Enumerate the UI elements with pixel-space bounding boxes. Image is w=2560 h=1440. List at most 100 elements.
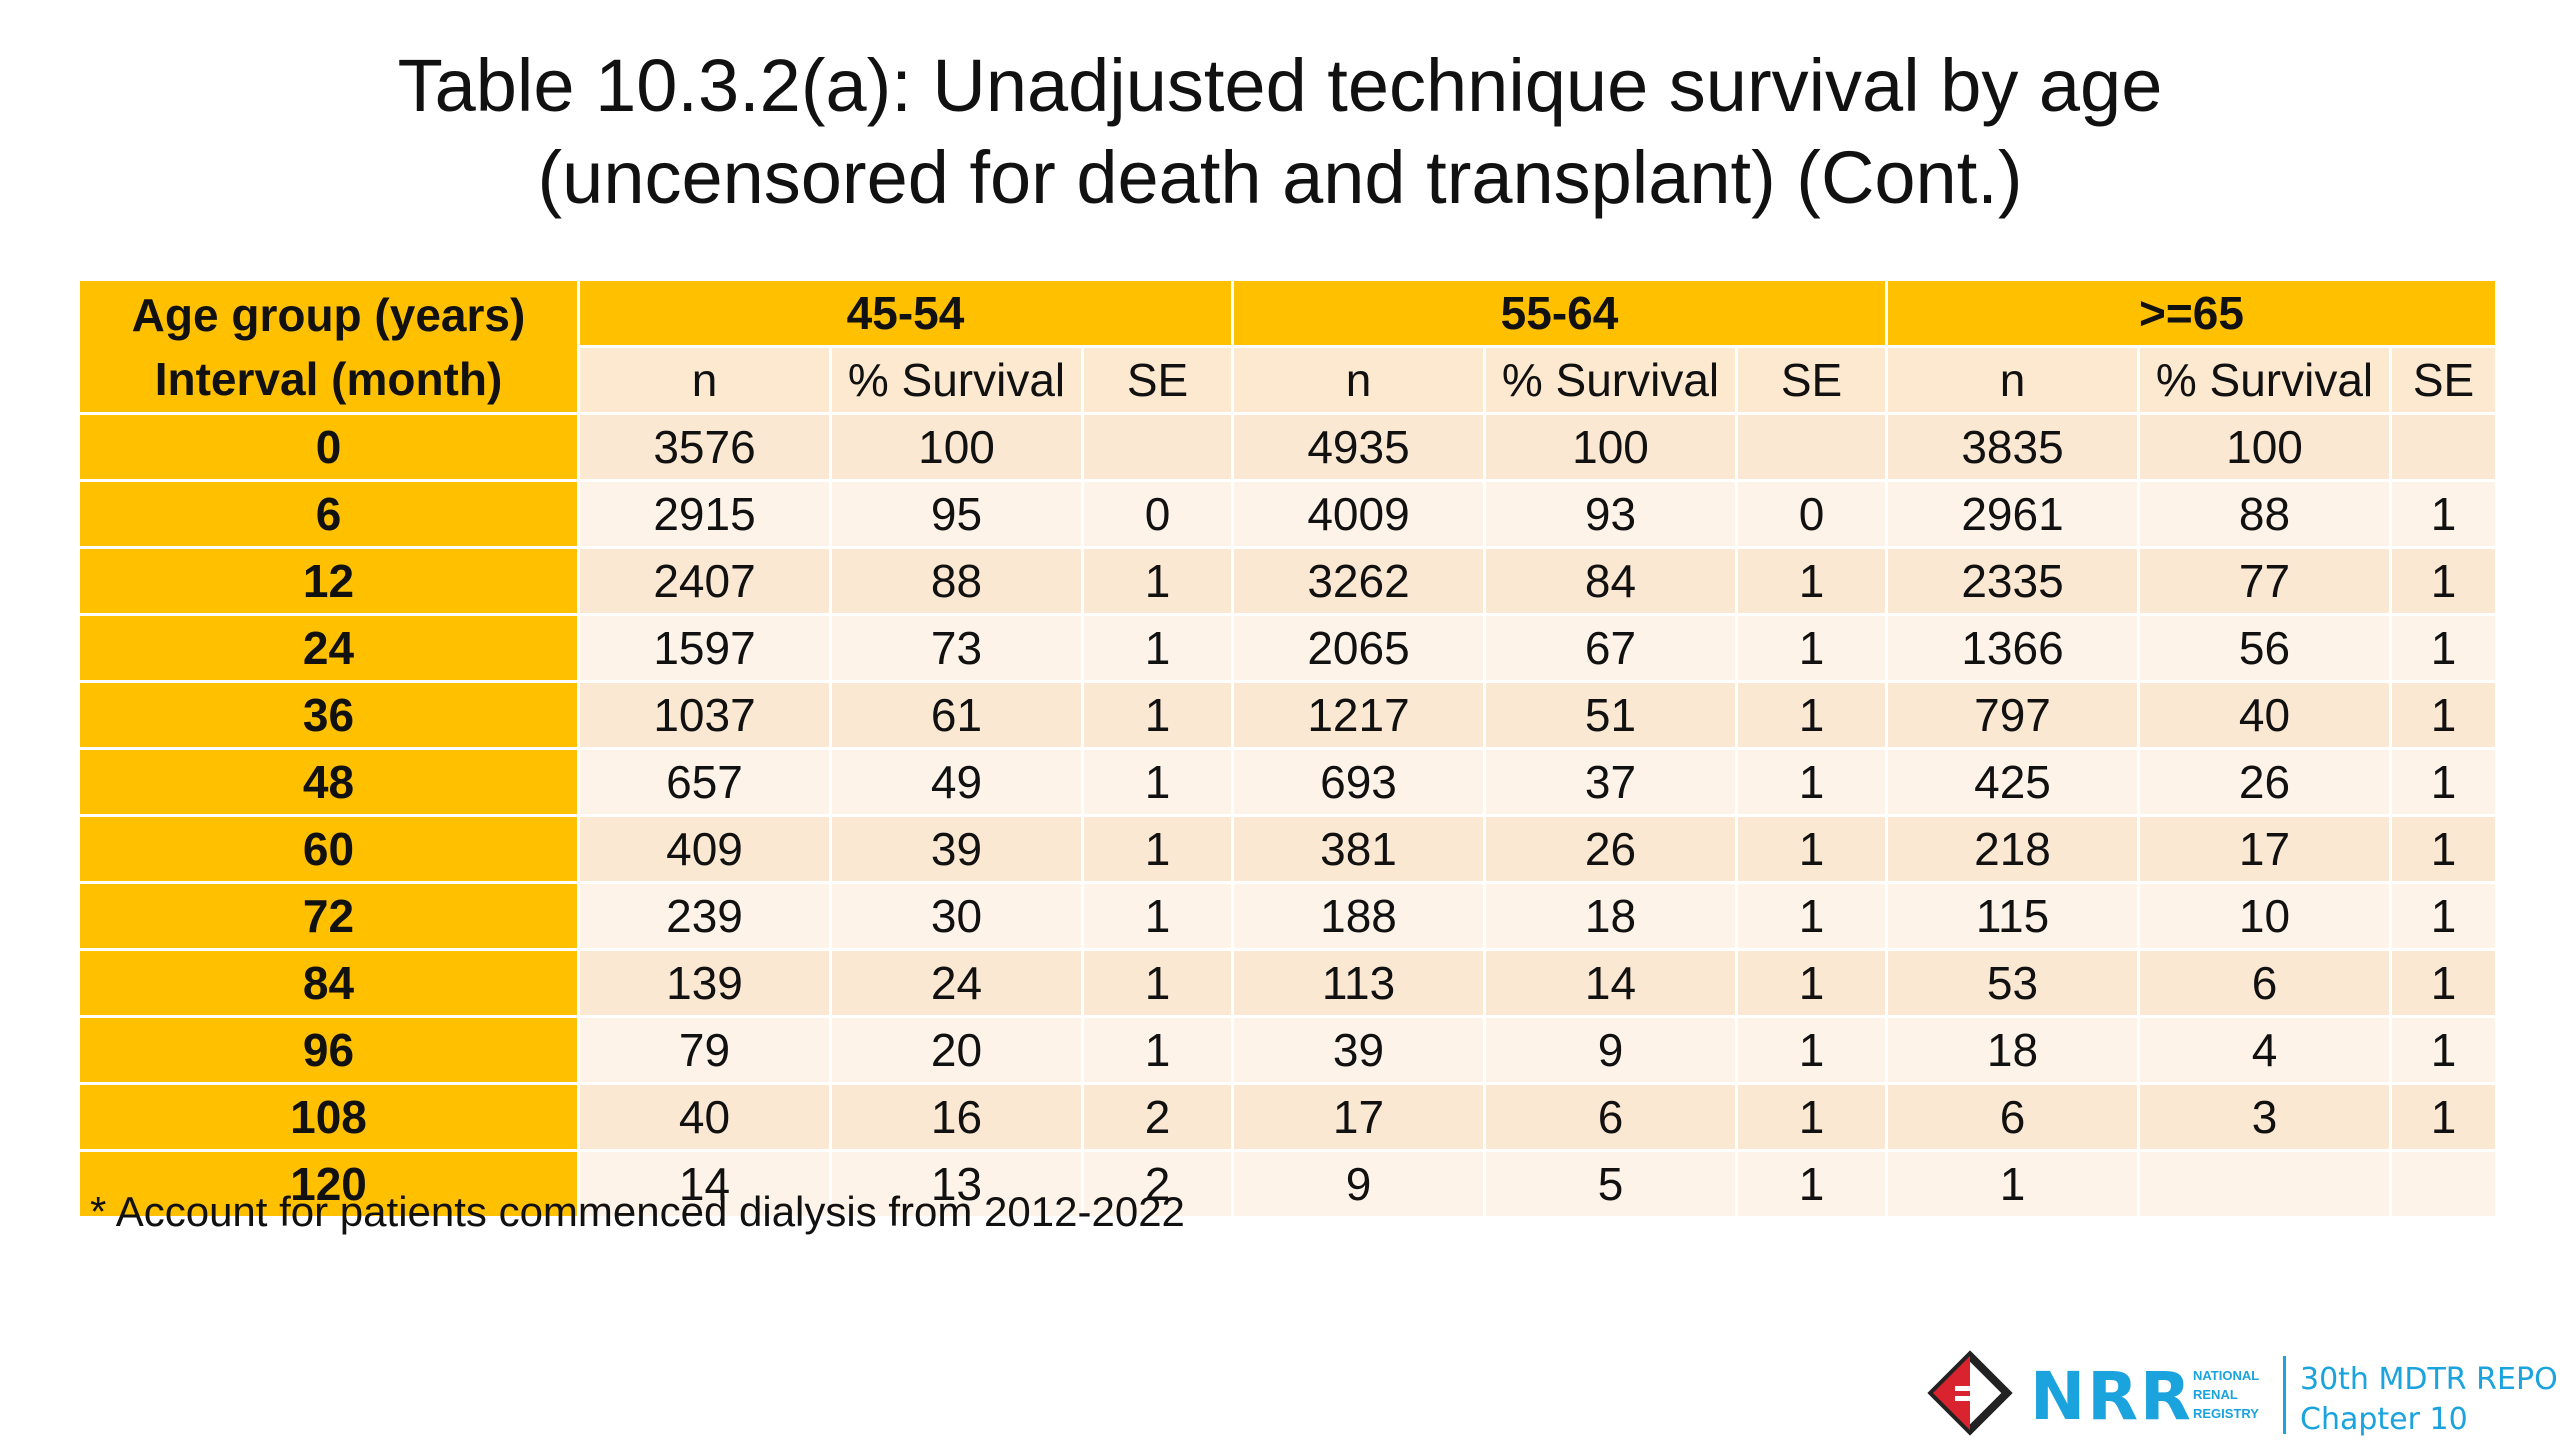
cell-se: 1	[1081, 881, 1234, 951]
cell-se: 2	[1081, 1082, 1234, 1152]
report-title: 30th MDTR REPORT 2022	[2300, 1362, 2560, 1397]
title-line-2: (uncensored for death and transplant) (C…	[537, 136, 2023, 219]
cell-survival	[2137, 1149, 2392, 1219]
group-header-45-54: 45-54	[577, 278, 1234, 348]
cell-se: 1	[1735, 881, 1888, 951]
cell-n: 79	[577, 1015, 832, 1085]
cell-se: 1	[2389, 1082, 2498, 1152]
subheader-se: SE	[2389, 345, 2498, 415]
cell-se: 0	[1735, 479, 1888, 549]
cell-n: 3262	[1231, 546, 1486, 616]
cell-n: 2961	[1885, 479, 2140, 549]
cell-se: 1	[1081, 1015, 1234, 1085]
cell-n: 425	[1885, 747, 2140, 817]
group-header-65-plus: >=65	[1885, 278, 2498, 348]
cell-n: 14	[577, 1149, 832, 1219]
cell-n: 4009	[1231, 479, 1486, 549]
subheader-survival: % Survival	[1483, 345, 1738, 415]
cell-survival: 40	[2137, 680, 2392, 750]
cell-survival: 100	[2137, 412, 2392, 482]
logo-subtext-line: NATIONAL	[2193, 1368, 2260, 1383]
cell-se: 1	[1081, 747, 1234, 817]
cell-survival: 84	[1483, 546, 1738, 616]
cell-survival: 61	[829, 680, 1084, 750]
cell-survival: 20	[829, 1015, 1084, 1085]
cell-se: 1	[2389, 948, 2498, 1018]
survival-table: Age group (years) Interval (month) 45-54…	[77, 278, 2498, 1219]
subheader-survival: % Survival	[2137, 345, 2392, 415]
cell-n: 381	[1231, 814, 1486, 884]
interval-cell: 96	[77, 1015, 580, 1085]
cell-survival: 24	[829, 948, 1084, 1018]
cell-n: 1366	[1885, 613, 2140, 683]
cell-survival: 49	[829, 747, 1084, 817]
cell-se: 1	[1735, 1015, 1888, 1085]
cell-se: 1	[2389, 747, 2498, 817]
cell-se: 1	[1735, 814, 1888, 884]
cell-se: 1	[1735, 1149, 1888, 1219]
cell-se: 2	[1081, 1149, 1234, 1219]
cell-survival: 6	[2137, 948, 2392, 1018]
cell-se: 1	[1735, 546, 1888, 616]
cell-survival: 6	[1483, 1082, 1738, 1152]
interval-cell: 48	[77, 747, 580, 817]
cell-n: 115	[1885, 881, 2140, 951]
cell-n: 2407	[577, 546, 832, 616]
cell-survival: 30	[829, 881, 1084, 951]
cell-n: 239	[577, 881, 832, 951]
cell-survival: 10	[2137, 881, 2392, 951]
cell-survival: 93	[1483, 479, 1738, 549]
cell-n: 17	[1231, 1082, 1486, 1152]
footnote: * Account for patients commenced dialysi…	[90, 1188, 1185, 1235]
table-header-row-sub: n % Survival SE n % Survival SE n % Surv…	[79, 345, 2498, 415]
subheader-n: n	[577, 345, 832, 415]
title-line-1: Table 10.3.2(a): Unadjusted technique su…	[397, 44, 2163, 127]
cell-survival: 13	[829, 1149, 1084, 1219]
interval-cell: 0	[77, 412, 580, 482]
logo-wordmark: NRR	[2030, 1358, 2193, 1435]
cell-survival: 26	[2137, 747, 2392, 817]
table-row: 12 2407 88 1 3262 84 1 2335 77 1	[77, 546, 2498, 616]
cell-n: 693	[1231, 747, 1486, 817]
cell-n: 139	[577, 948, 832, 1018]
cell-survival: 67	[1483, 613, 1738, 683]
cell-se: 1	[2389, 613, 2498, 683]
subheader-se: SE	[1081, 345, 1234, 415]
cell-se: 1	[1735, 747, 1888, 817]
cell-survival: 9	[1483, 1015, 1738, 1085]
interval-cell: 36	[77, 680, 580, 750]
table-row: 60 409 39 1 381 26 1 218 17 1	[77, 814, 2498, 884]
cell-survival: 95	[829, 479, 1084, 549]
cell-n: 2335	[1885, 546, 2140, 616]
cell-n: 218	[1885, 814, 2140, 884]
cell-n: 2915	[577, 479, 832, 549]
interval-cell: 12	[77, 546, 580, 616]
cell-n: 188	[1231, 881, 1486, 951]
cell-se: 0	[1081, 479, 1234, 549]
cell-n: 40	[577, 1082, 832, 1152]
table-row: 36 1037 61 1 1217 51 1 797 40 1	[77, 680, 2498, 750]
subheader-n: n	[1885, 345, 2140, 415]
cell-se: 1	[1735, 1082, 1888, 1152]
cell-se: 1	[1081, 613, 1234, 683]
interval-cell: 60	[77, 814, 580, 884]
cell-survival: 18	[1483, 881, 1738, 951]
cell-n: 6	[1885, 1082, 2140, 1152]
interval-cell: 72	[77, 881, 580, 951]
chapter-label: Chapter 10	[2300, 1402, 2468, 1437]
footer-branding: NRR NATIONAL RENAL REGISTRY 30th MDTR RE…	[1925, 1348, 2560, 1440]
cell-n: 39	[1231, 1015, 1486, 1085]
cell-survival: 4	[2137, 1015, 2392, 1085]
registry-logo-icon	[1927, 1350, 2013, 1436]
cell-n: 1037	[577, 680, 832, 750]
cell-se	[2389, 1149, 2498, 1219]
cell-n: 1217	[1231, 680, 1486, 750]
cell-survival: 5	[1483, 1149, 1738, 1219]
cell-n: 9	[1231, 1149, 1486, 1219]
cell-se: 1	[2389, 1015, 2498, 1085]
cell-se: 1	[2389, 680, 2498, 750]
table-row: 72 239 30 1 188 18 1 115 10 1	[77, 881, 2498, 951]
table-row: 0 3576 100 4935 100 3835 100	[77, 412, 2498, 482]
logo-subtext: NATIONAL RENAL REGISTRY	[2193, 1366, 2259, 1423]
interval-cell: 120	[77, 1149, 580, 1219]
